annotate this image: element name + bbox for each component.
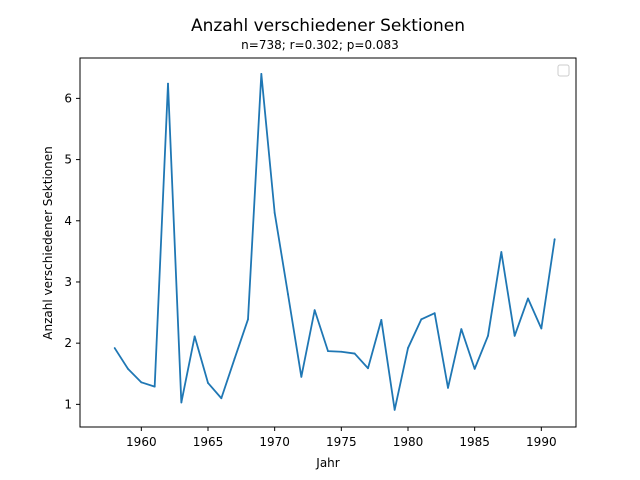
data-point (460, 328, 463, 330)
data-point (113, 347, 116, 349)
data-point (287, 293, 289, 296)
y-axis: 1 2 3 4 5 6 (64, 91, 80, 411)
data-point (153, 385, 156, 388)
y-tick-label: 6 (64, 91, 72, 105)
data-point (380, 319, 383, 321)
y-tick-label: 2 (64, 336, 72, 350)
data-point (527, 297, 529, 300)
data-point (247, 318, 249, 321)
data-point (313, 309, 316, 312)
chart-subtitle: n=738; r=0.302; p=0.083 (241, 38, 399, 52)
series-line (113, 73, 556, 411)
x-tick-label: 1985 (459, 435, 490, 449)
data-point (220, 397, 223, 400)
x-tick-label: 1990 (526, 435, 557, 449)
x-tick-label: 1960 (126, 435, 157, 449)
data-point (393, 408, 396, 411)
data-point (540, 327, 543, 330)
data-point (420, 318, 423, 321)
data-point (447, 386, 449, 389)
x-tick-label: 1980 (393, 435, 424, 449)
x-tick-label: 1970 (259, 435, 290, 449)
plot-area: 1960 1965 1970 1975 1980 1985 1990 1 2 3 4 5 6 (64, 57, 577, 449)
series-layer (113, 73, 556, 411)
y-tick-label: 3 (64, 275, 72, 289)
x-tick-label: 1965 (193, 435, 224, 449)
chart-title: Anzahl verschiedener Sektionen (191, 16, 465, 36)
data-point (233, 357, 236, 360)
y-axis-label: Anzahl verschiedener Sektionen (41, 146, 55, 339)
data-point (433, 312, 436, 315)
y-tick-label: 5 (64, 153, 72, 167)
data-point (327, 350, 329, 353)
x-tick-label: 1975 (326, 435, 357, 449)
data-point (553, 238, 556, 241)
data-point (127, 367, 129, 370)
data-point (340, 350, 343, 353)
data-point (407, 347, 409, 349)
data-point (513, 334, 516, 337)
x-axis-label: Jahr (315, 456, 339, 470)
data-point (260, 73, 263, 75)
x-axis: 1960 1965 1970 1975 1980 1985 1990 (126, 427, 557, 449)
data-point (487, 334, 489, 337)
data-point (353, 352, 356, 355)
data-point (500, 251, 503, 253)
axes-frame (79, 57, 577, 428)
data-point (367, 367, 369, 370)
data-point (140, 381, 143, 384)
data-point (300, 375, 303, 378)
data-point (167, 82, 169, 85)
data-point (207, 382, 209, 384)
data-point (193, 335, 196, 338)
data-point (180, 401, 183, 404)
data-point (273, 211, 276, 214)
y-tick-label: 4 (64, 214, 72, 228)
y-tick-label: 1 (64, 397, 72, 411)
data-point (473, 367, 476, 370)
legend-box (557, 64, 570, 77)
